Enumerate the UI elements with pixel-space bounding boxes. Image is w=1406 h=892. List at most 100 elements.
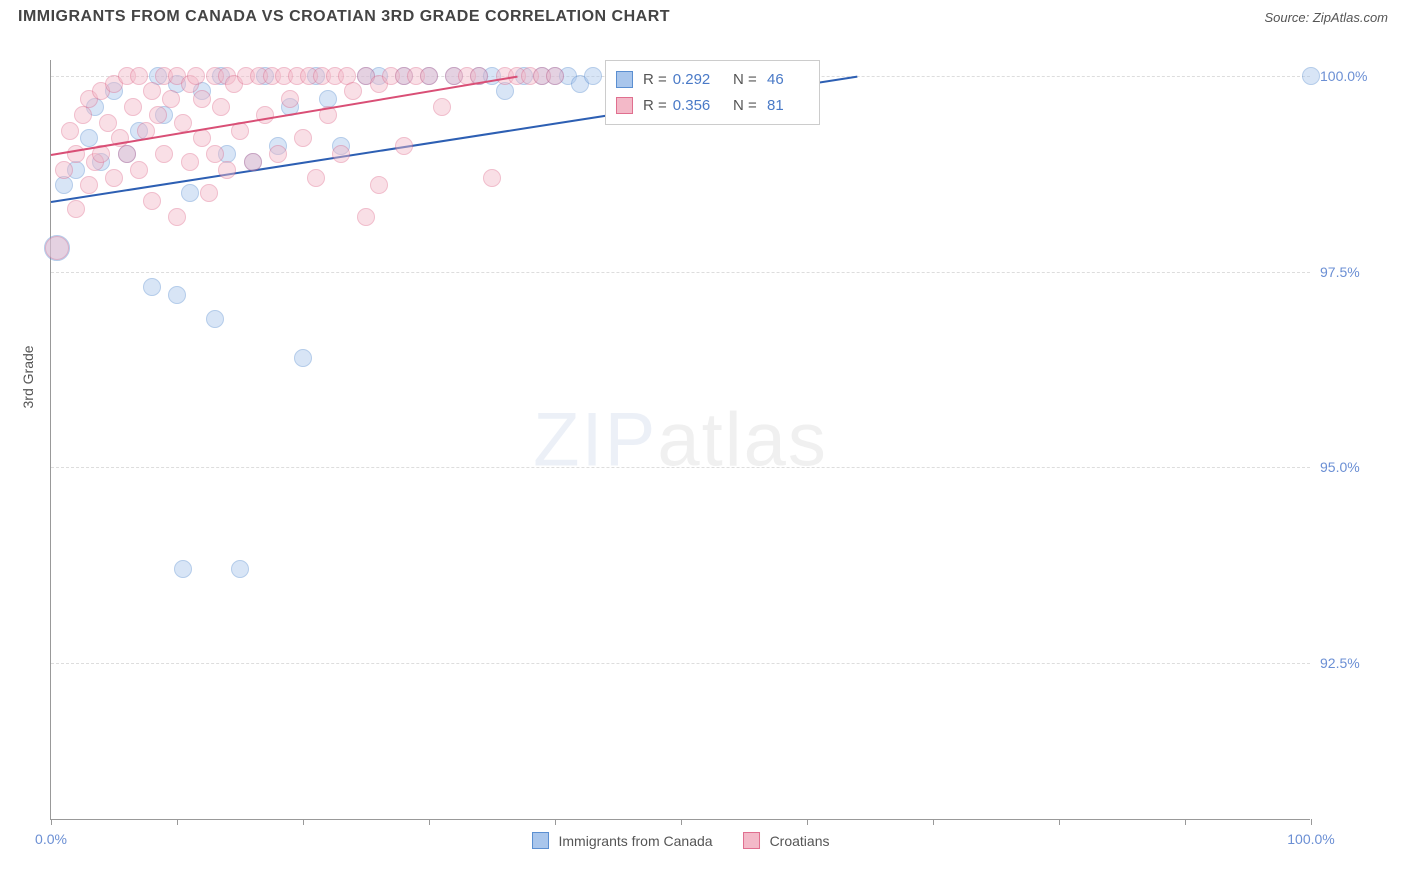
data-point <box>124 98 142 116</box>
data-point <box>1302 67 1320 85</box>
data-point <box>155 145 173 163</box>
legend-item: Croatians <box>743 832 830 849</box>
data-point <box>307 169 325 187</box>
data-point <box>174 560 192 578</box>
stat-r-label: R = <box>643 93 667 119</box>
data-point <box>294 129 312 147</box>
data-point <box>143 82 161 100</box>
stat-n-label: N = <box>725 93 757 119</box>
data-point <box>370 176 388 194</box>
legend-label: Immigrants from Canada <box>559 833 713 849</box>
data-point <box>269 145 287 163</box>
stat-r-value: 0.356 <box>673 93 719 119</box>
data-point <box>212 98 230 116</box>
x-tick <box>177 819 178 825</box>
data-point <box>395 137 413 155</box>
legend-label: Croatians <box>770 833 830 849</box>
stat-r-label: R = <box>643 67 667 93</box>
data-point <box>546 67 564 85</box>
data-point <box>118 145 136 163</box>
data-point <box>420 67 438 85</box>
x-tick <box>681 819 682 825</box>
data-point <box>206 310 224 328</box>
data-point <box>99 114 117 132</box>
stats-row: R = 0.292 N = 46 <box>616 67 809 93</box>
stat-r-value: 0.292 <box>673 67 719 93</box>
data-point <box>55 161 73 179</box>
data-point <box>168 286 186 304</box>
y-tick-label: 95.0% <box>1320 459 1390 475</box>
gridline <box>51 272 1310 273</box>
legend-swatch <box>616 97 633 114</box>
data-point <box>231 560 249 578</box>
chart-source: Source: ZipAtlas.com <box>1264 10 1388 25</box>
x-tick <box>933 819 934 825</box>
gridline <box>51 467 1310 468</box>
data-point <box>174 114 192 132</box>
x-tick <box>1311 819 1312 825</box>
data-point <box>61 122 79 140</box>
y-tick-label: 100.0% <box>1320 68 1390 84</box>
data-point <box>45 236 69 260</box>
data-point <box>55 176 73 194</box>
chart-title: IMMIGRANTS FROM CANADA VS CROATIAN 3RD G… <box>18 8 670 26</box>
x-tick-label: 100.0% <box>1287 831 1334 847</box>
data-point <box>483 169 501 187</box>
data-point <box>357 208 375 226</box>
y-tick-label: 97.5% <box>1320 264 1390 280</box>
legend-swatch <box>616 71 633 88</box>
chart-header: IMMIGRANTS FROM CANADA VS CROATIAN 3RD G… <box>0 0 1406 30</box>
chart-plot-area: ZIPatlas 92.5%95.0%97.5%100.0%0.0%100.0%… <box>50 60 1310 820</box>
stat-n-value: 81 <box>763 93 809 119</box>
data-point <box>162 90 180 108</box>
y-axis-label: 3rd Grade <box>20 345 36 408</box>
data-point <box>281 90 299 108</box>
data-point <box>168 208 186 226</box>
data-point <box>80 129 98 147</box>
data-point <box>584 67 602 85</box>
data-point <box>67 200 85 218</box>
data-point <box>193 90 211 108</box>
data-point <box>244 153 262 171</box>
x-tick <box>555 819 556 825</box>
data-point <box>149 106 167 124</box>
data-point <box>256 106 274 124</box>
stats-box: R = 0.292 N = 46R = 0.356 N = 81 <box>605 60 820 125</box>
data-point <box>74 106 92 124</box>
x-tick <box>807 819 808 825</box>
data-point <box>187 67 205 85</box>
data-point <box>218 161 236 179</box>
x-tick-label: 0.0% <box>35 831 67 847</box>
legend-swatch <box>532 832 549 849</box>
data-point <box>143 192 161 210</box>
watermark: ZIPatlas <box>533 396 828 483</box>
legend-item: Immigrants from Canada <box>532 832 713 849</box>
x-tick <box>1059 819 1060 825</box>
watermark-bold: ZIP <box>533 397 657 482</box>
watermark-thin: atlas <box>657 397 828 482</box>
data-point <box>332 145 350 163</box>
data-point <box>200 184 218 202</box>
x-tick <box>429 819 430 825</box>
data-point <box>496 82 514 100</box>
x-tick <box>303 819 304 825</box>
stats-row: R = 0.356 N = 81 <box>616 93 809 119</box>
data-point <box>181 184 199 202</box>
data-point <box>130 161 148 179</box>
data-point <box>143 278 161 296</box>
data-point <box>344 82 362 100</box>
legend: Immigrants from Canada Croatians <box>532 832 830 849</box>
data-point <box>433 98 451 116</box>
x-tick <box>1185 819 1186 825</box>
data-point <box>181 153 199 171</box>
gridline <box>51 663 1310 664</box>
stat-n-value: 46 <box>763 67 809 93</box>
data-point <box>294 349 312 367</box>
x-tick <box>51 819 52 825</box>
data-point <box>193 129 211 147</box>
stat-n-label: N = <box>725 67 757 93</box>
data-point <box>105 169 123 187</box>
y-tick-label: 92.5% <box>1320 655 1390 671</box>
legend-swatch <box>743 832 760 849</box>
data-point <box>130 67 148 85</box>
